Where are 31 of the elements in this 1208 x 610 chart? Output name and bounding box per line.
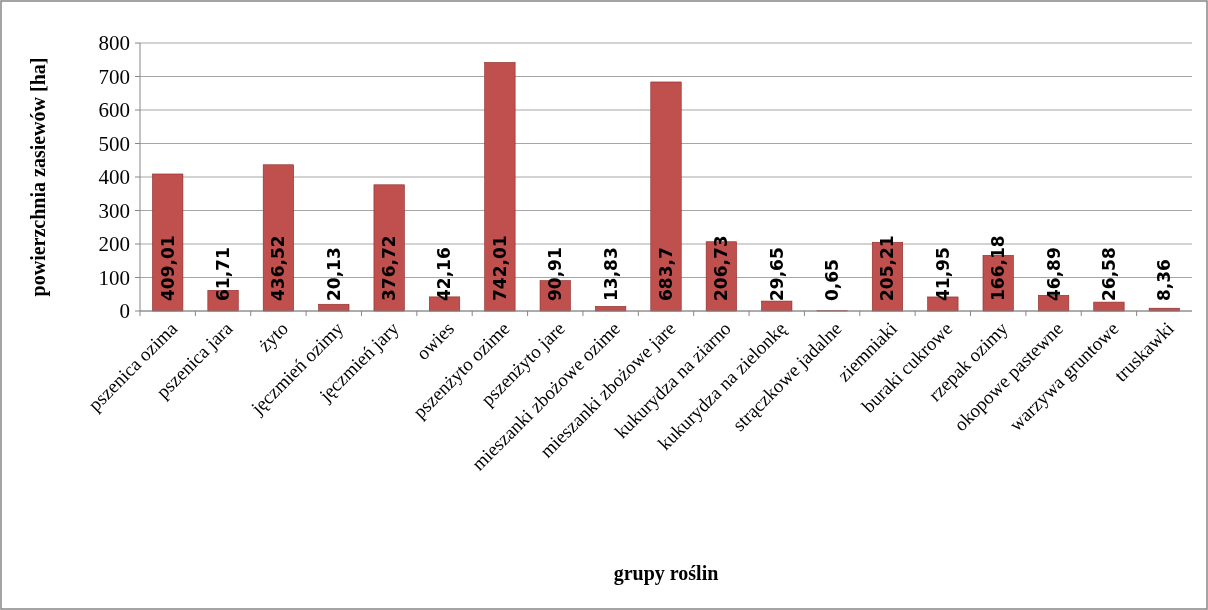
y-axis-title: powierzchnia zasiewów [ha] (27, 57, 50, 297)
data-label: 436,52 (268, 235, 289, 301)
data-label: 29,65 (766, 247, 787, 301)
y-tick-label: 0 (119, 299, 130, 324)
y-tick-label: 100 (98, 265, 130, 290)
y-tick-label: 300 (98, 198, 130, 223)
x-tick-label: żyto (253, 317, 292, 356)
data-label: 46,89 (1043, 247, 1064, 301)
y-tick-label: 600 (98, 98, 130, 123)
y-tick-label: 500 (98, 131, 130, 156)
y-tick-label: 200 (98, 232, 130, 257)
data-label: 90,91 (545, 247, 566, 301)
y-tick-label: 400 (98, 165, 130, 190)
data-label: 13,83 (600, 247, 621, 301)
data-label: 206,73 (711, 235, 732, 301)
y-tick-label: 700 (98, 64, 130, 89)
x-axis-title: grupy roślin (613, 562, 719, 585)
data-label: 376,72 (379, 235, 400, 301)
data-label: 61,71 (213, 247, 233, 301)
data-label: 166,18 (988, 235, 1009, 301)
data-label: 742,01 (489, 235, 510, 301)
data-label: 26,58 (1098, 247, 1119, 301)
data-label: 205,21 (877, 235, 898, 301)
data-label: 20,13 (323, 247, 344, 301)
data-label: 8,36 (1154, 259, 1175, 301)
data-label: 41,95 (932, 247, 953, 301)
data-label: 683,7 (655, 247, 676, 301)
data-label: 0,65 (822, 259, 843, 301)
data-label: 409,01 (157, 235, 178, 301)
y-tick-label: 800 (98, 31, 130, 56)
data-label: 42,16 (434, 247, 455, 301)
